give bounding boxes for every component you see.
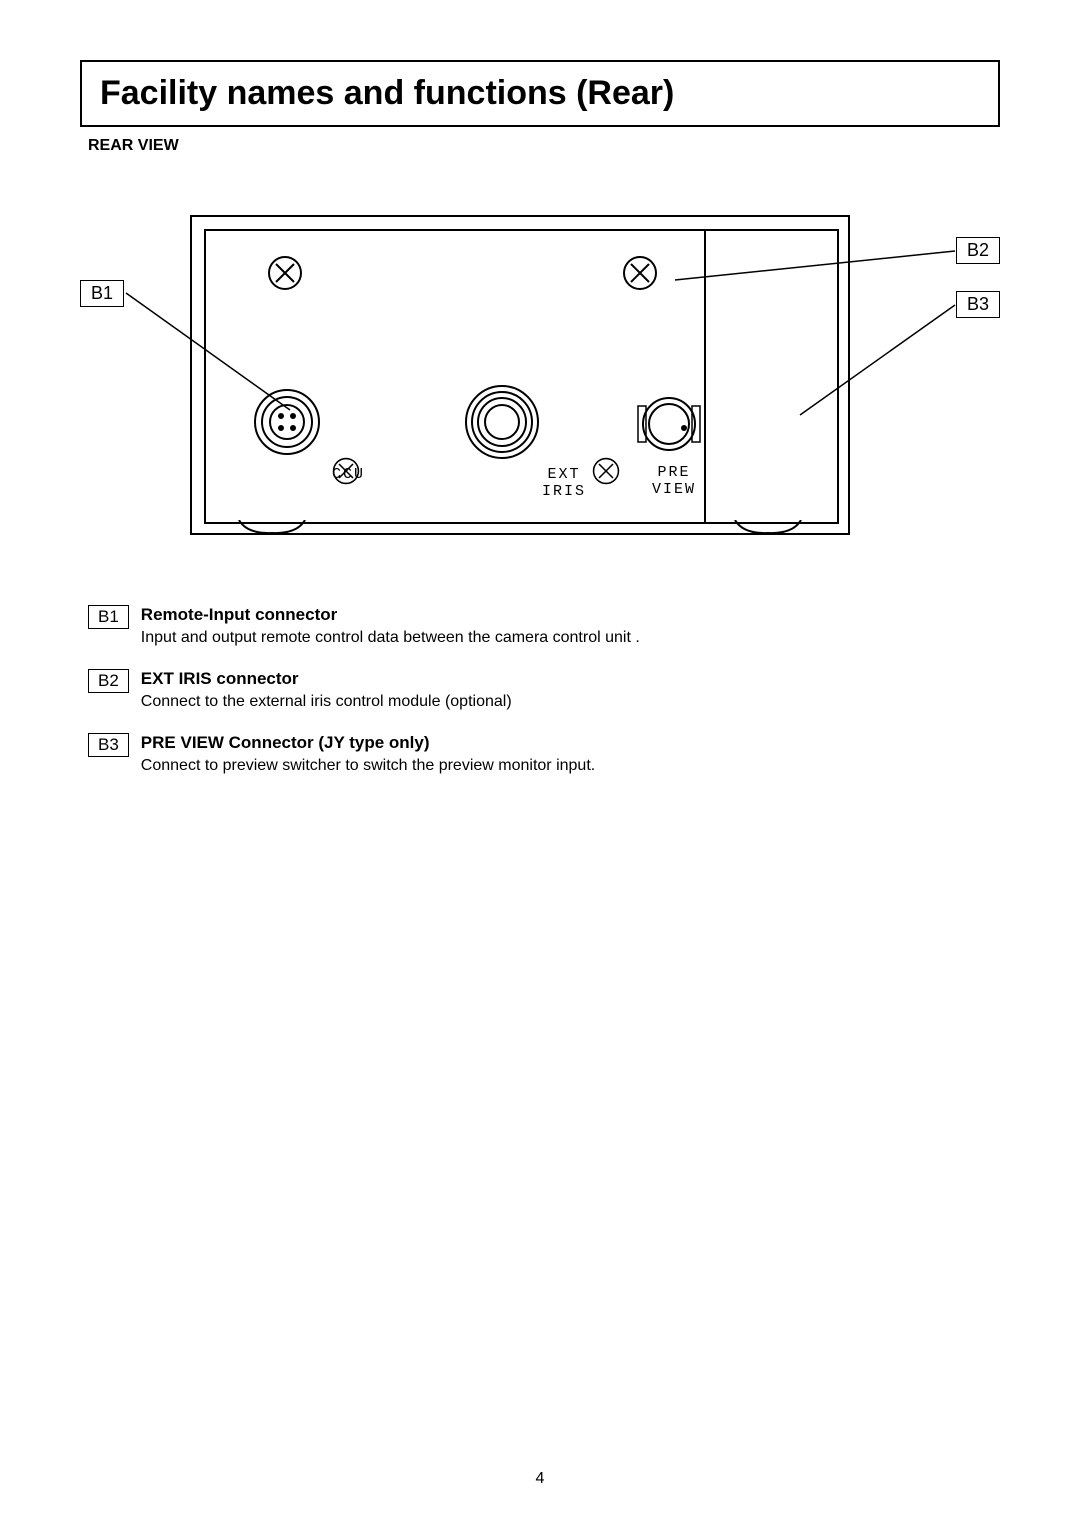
def-text: Connect to preview switcher to switch th… <box>141 757 1000 775</box>
screw-icon <box>622 255 658 291</box>
definition-row: B2 EXT IRIS connector Connect to the ext… <box>88 669 1000 711</box>
preview-label: PRE VIEW <box>652 465 696 498</box>
def-tag-b1: B1 <box>88 605 129 629</box>
def-tag-b2: B2 <box>88 669 129 693</box>
def-tag-b3: B3 <box>88 733 129 757</box>
ccu-label: CCU <box>332 467 365 484</box>
pre-label-l2: VIEW <box>652 481 696 498</box>
def-text: Input and output remote control data bet… <box>141 629 1000 647</box>
ext-iris-label: EXT IRIS <box>542 467 586 500</box>
title-box: Facility names and functions (Rear) <box>80 60 1000 127</box>
inner-right <box>704 229 839 524</box>
subhead: REAR VIEW <box>88 137 1000 155</box>
def-title: Remote-Input connector <box>141 605 1000 625</box>
rear-diagram: B1 B2 B3 <box>80 185 1000 565</box>
page-title: Facility names and functions (Rear) <box>100 74 980 113</box>
foot-notch-icon <box>733 520 803 534</box>
definitions: B1 Remote-Input connector Input and outp… <box>88 605 1000 775</box>
definition-row: B1 Remote-Input connector Input and outp… <box>88 605 1000 647</box>
def-body: PRE VIEW Connector (JY type only) Connec… <box>141 733 1000 775</box>
screw-icon <box>267 255 303 291</box>
ext-label-l1: EXT <box>548 466 581 483</box>
def-body: EXT IRIS connector Connect to the extern… <box>141 669 1000 711</box>
def-title: PRE VIEW Connector (JY type only) <box>141 733 1000 753</box>
ext-label-l2: IRIS <box>542 483 586 500</box>
foot-notch-icon <box>237 520 307 534</box>
def-body: Remote-Input connector Input and output … <box>141 605 1000 647</box>
ext-iris-connector-icon <box>462 382 542 462</box>
definition-row: B3 PRE VIEW Connector (JY type only) Con… <box>88 733 1000 775</box>
page: Facility names and functions (Rear) REAR… <box>0 0 1080 775</box>
def-title: EXT IRIS connector <box>141 669 1000 689</box>
ccu-connector-icon <box>252 387 322 457</box>
screw-icon <box>592 457 620 485</box>
def-text: Connect to the external iris control mod… <box>141 693 1000 711</box>
pre-label-l1: PRE <box>658 464 691 481</box>
device-panel: CCU EXT IRIS PRE VIEW <box>190 215 850 535</box>
preview-connector-icon <box>637 392 701 456</box>
page-number: 4 <box>0 1470 1080 1488</box>
